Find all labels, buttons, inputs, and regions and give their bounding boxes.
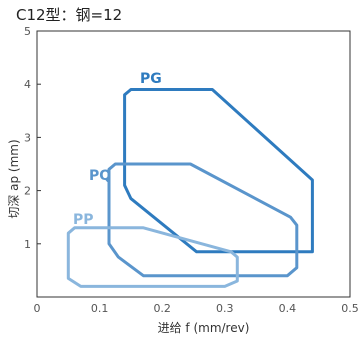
x-tick-label: 0.2 xyxy=(153,302,171,315)
x-axis-label: 进给 f (mm/rev) xyxy=(158,321,250,335)
y-tick-label: 1 xyxy=(24,238,31,251)
x-tick-label: 0.4 xyxy=(279,302,297,315)
series-outline-pq xyxy=(107,162,299,278)
y-tick-label: 2 xyxy=(24,185,31,198)
y-tick-label: 3 xyxy=(24,131,31,144)
y-axis-label: 切深 ap (mm) xyxy=(7,139,21,218)
x-tick-label: 0 xyxy=(34,302,41,315)
x-tick-label: 0.1 xyxy=(91,302,109,315)
series-label-pg: PG xyxy=(140,71,162,87)
series-label-pp: PP xyxy=(73,212,94,228)
series-label-pq: PQ xyxy=(89,168,111,184)
series-outline-pp xyxy=(66,226,239,288)
x-tick-label: 0.3 xyxy=(216,302,234,315)
chart-title: C12型：钢=12 xyxy=(16,6,123,24)
x-tick-label: 0.5 xyxy=(341,302,359,315)
y-tick-label: 5 xyxy=(24,25,31,38)
y-tick-label: 4 xyxy=(24,78,31,91)
series-outline-pg xyxy=(123,88,314,254)
plot-frame xyxy=(36,30,351,298)
